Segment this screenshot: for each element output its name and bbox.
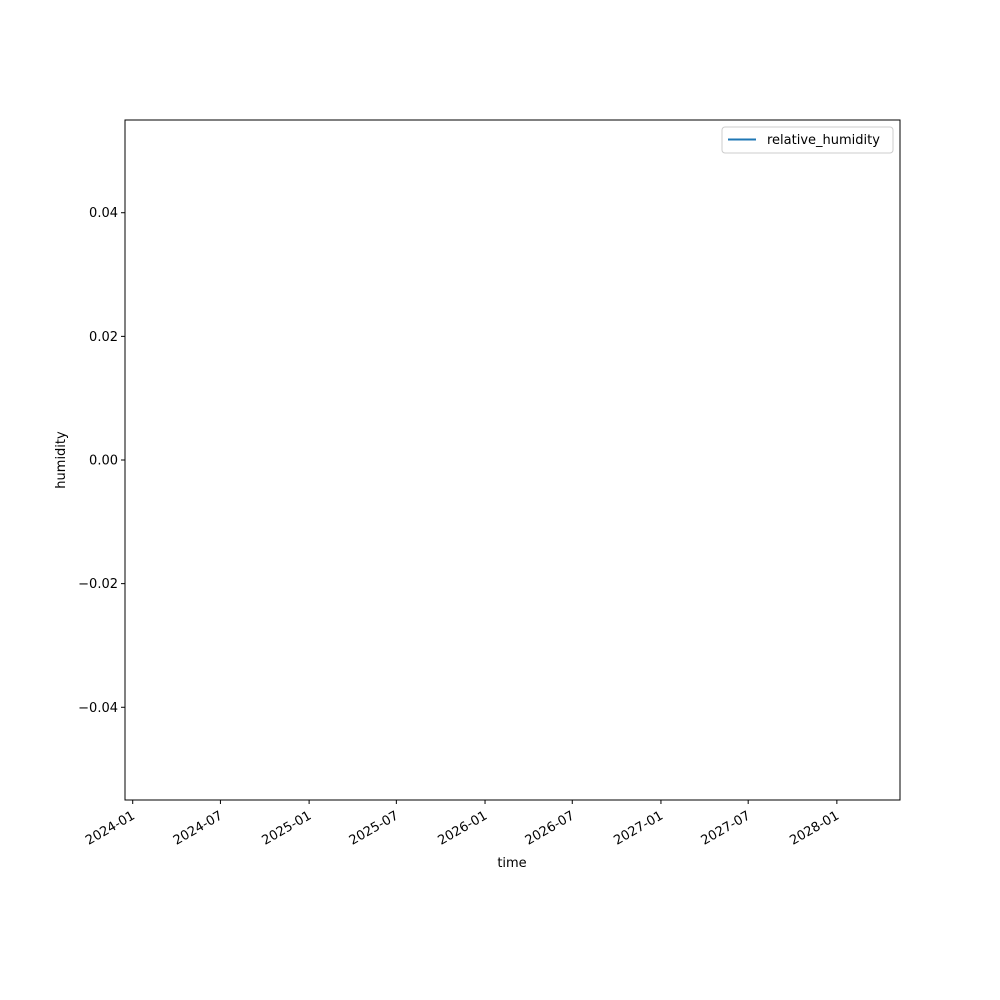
legend-label: relative_humidity (767, 133, 880, 148)
x-tick-label: 2024-01 (83, 808, 138, 848)
legend-box (721, 126, 894, 154)
x-tick-label: 2028-01 (787, 808, 842, 848)
y-axis-label: humidity (54, 431, 69, 489)
x-tick-label: 2026-01 (435, 808, 490, 848)
x-axis-label: time (497, 856, 526, 871)
x-tick-label: 2025-07 (347, 808, 402, 848)
x-tick-label: 2026-07 (523, 808, 578, 848)
y-tick-label: −0.02 (78, 577, 118, 592)
y-tick-label: 0.04 (89, 206, 118, 221)
y-tick-label: 0.00 (89, 454, 118, 469)
x-tick-label: 2024-07 (171, 808, 226, 848)
x-tick-label: 2025-01 (260, 808, 315, 848)
legend: relative_humidity (721, 126, 894, 154)
y-tick-label: 0.02 (89, 330, 118, 345)
y-tick-label: −0.04 (78, 701, 118, 716)
x-tick-label: 2027-01 (611, 808, 666, 848)
plot-area (124, 119, 901, 801)
x-tick-label: 2027-07 (699, 808, 754, 848)
